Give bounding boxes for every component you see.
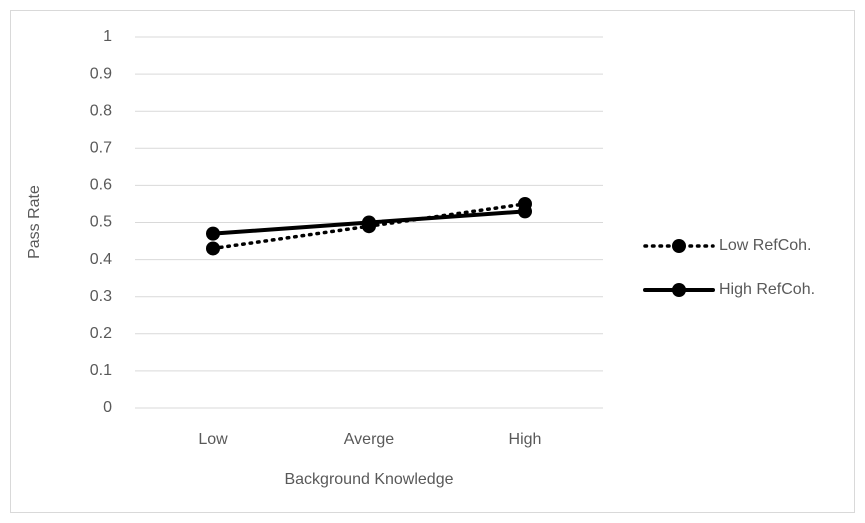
- y-tick-label: 0.1: [90, 362, 112, 379]
- y-tick-label: 0.9: [90, 65, 112, 82]
- y-tick-label: 0.8: [90, 102, 112, 119]
- legend-label: High RefCoh.: [719, 281, 815, 298]
- x-axis-title: Background Knowledge: [284, 471, 453, 488]
- y-tick-label: 1: [103, 28, 112, 45]
- legend-marker: [672, 239, 686, 253]
- y-tick-label: 0.6: [90, 177, 112, 194]
- x-tick-label: Low: [198, 431, 228, 448]
- y-tick-label: 0.5: [90, 214, 112, 231]
- data-point: [518, 204, 532, 219]
- legend-label: Low RefCoh.: [719, 237, 812, 254]
- legend-marker: [672, 283, 686, 297]
- data-point: [206, 241, 220, 256]
- y-tick-label: 0: [103, 399, 112, 416]
- data-point: [362, 215, 376, 230]
- x-tick-label: Averge: [344, 431, 395, 448]
- y-tick-label: 0.3: [90, 288, 112, 305]
- x-tick-label: High: [509, 431, 542, 448]
- y-tick-label: 0.7: [90, 140, 112, 157]
- y-axis-title: Pass Rate: [26, 185, 43, 259]
- y-tick-label: 0.4: [90, 251, 112, 268]
- chart-border: [10, 10, 855, 513]
- y-tick-label: 0.2: [90, 325, 112, 342]
- data-point: [206, 226, 220, 241]
